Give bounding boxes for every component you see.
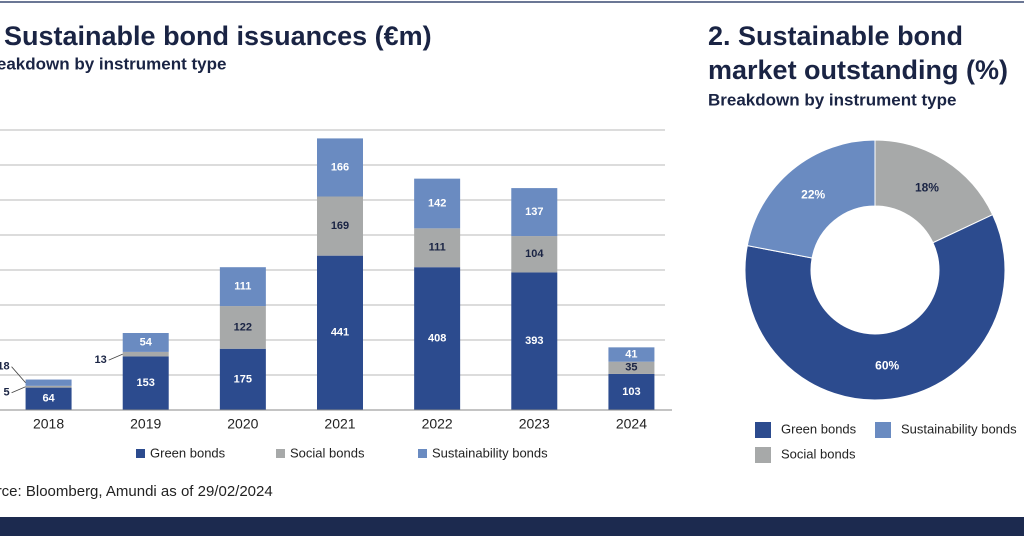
x-tick-label: 2021 xyxy=(324,416,355,432)
data-label: 103 xyxy=(622,386,640,398)
data-label: 111 xyxy=(234,281,251,293)
x-tick-label: 2022 xyxy=(422,416,453,432)
chart-title: market outstanding (%) xyxy=(708,55,1008,85)
leader-line xyxy=(108,353,123,361)
donut-slice xyxy=(874,139,994,244)
x-tick-label: 2018 xyxy=(33,416,64,432)
bar-segment xyxy=(317,255,363,410)
chart-title: 1. Sustainable bond issuances (€m) xyxy=(0,21,432,51)
bar-segment xyxy=(25,385,72,388)
bar-segment xyxy=(414,267,461,410)
bar-segment xyxy=(608,347,655,362)
bar-segment xyxy=(414,178,461,229)
leader-line xyxy=(11,366,26,383)
bar-segment xyxy=(122,333,169,352)
bar-segment xyxy=(219,267,266,307)
data-label: 122 xyxy=(234,321,252,333)
chart-title: 2. Sustainable bond xyxy=(708,21,963,51)
bar-segment xyxy=(511,272,558,410)
footer-band xyxy=(0,517,1024,536)
data-label: 393 xyxy=(525,335,543,347)
x-tick-label: 2020 xyxy=(227,416,258,432)
legend-label: Green bonds xyxy=(781,421,857,436)
legend-swatch xyxy=(755,422,771,438)
x-tick-label: 2023 xyxy=(519,416,550,432)
data-label: 169 xyxy=(331,220,349,232)
data-label: 41 xyxy=(625,348,637,360)
bar-segment xyxy=(511,236,558,273)
legend-label: Green bonds xyxy=(150,445,226,460)
bar-segment xyxy=(219,306,266,349)
bar-segment xyxy=(25,387,72,410)
data-label: 13 xyxy=(94,354,106,366)
legend-label: Sustainability bonds xyxy=(901,421,1017,436)
data-label: 175 xyxy=(234,373,252,385)
legend-swatch xyxy=(875,422,891,438)
bar-segment xyxy=(25,379,72,386)
legend-label: Social bonds xyxy=(781,446,856,461)
legend-label: Social bonds xyxy=(290,445,365,460)
data-label: 142 xyxy=(428,197,446,209)
data-label: 166 xyxy=(331,161,349,173)
data-label: 35 xyxy=(625,362,637,374)
x-tick-label: 2024 xyxy=(616,416,647,432)
data-label: 104 xyxy=(525,248,544,260)
bar-segment xyxy=(219,348,266,410)
chart-subtitle: Breakdown by instrument type xyxy=(708,90,956,109)
bar-segment xyxy=(317,138,363,197)
data-label: 153 xyxy=(137,377,155,389)
bar-segment xyxy=(317,196,363,256)
data-label: 54 xyxy=(140,336,153,348)
legend-swatch xyxy=(755,447,771,463)
x-tick-label: 2019 xyxy=(130,416,161,432)
legend-swatch xyxy=(418,449,427,458)
data-label: 137 xyxy=(525,206,543,218)
data-label: 111 xyxy=(429,242,446,254)
bar-segment xyxy=(122,356,169,410)
data-label: 64 xyxy=(42,393,55,405)
legend-swatch xyxy=(276,449,285,458)
bar-segment xyxy=(608,361,655,374)
data-label: 408 xyxy=(428,333,446,345)
bar-segment xyxy=(511,188,558,237)
data-label: 441 xyxy=(331,327,349,339)
data-label: 5 xyxy=(3,387,9,399)
data-label: 22% xyxy=(801,187,825,201)
donut-slice xyxy=(746,139,876,259)
bar-segment xyxy=(122,351,169,357)
source: Source: Bloomberg, Amundi as of 29/02/20… xyxy=(0,483,273,500)
data-label: 18 xyxy=(0,361,10,373)
bar-segment xyxy=(608,373,655,410)
data-label: 60% xyxy=(875,358,899,372)
donut-slice xyxy=(744,213,1006,401)
leader-line xyxy=(11,386,26,394)
legend-label: Sustainability bonds xyxy=(432,445,548,460)
data-label: 18% xyxy=(915,180,939,194)
legend-swatch xyxy=(136,449,145,458)
chart-subtitle: Breakdown by instrument type xyxy=(0,54,226,73)
bar-segment xyxy=(414,228,461,268)
